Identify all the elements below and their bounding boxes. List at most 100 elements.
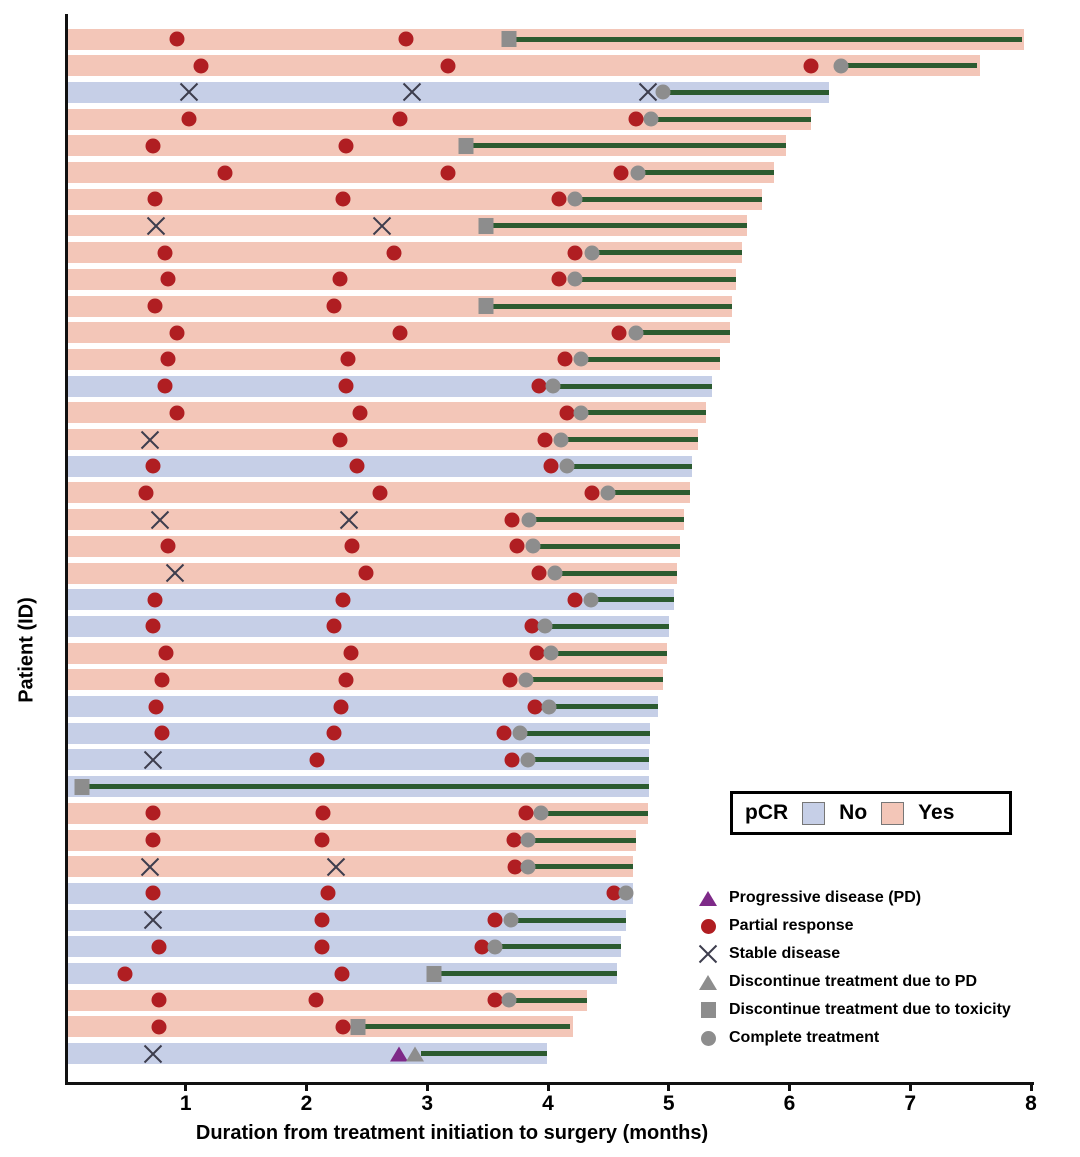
partial-response-marker [157,378,173,394]
partial-response-marker [386,245,402,261]
stable-disease-marker [166,563,185,583]
partial-response-marker [340,351,356,367]
complete-treatment-marker [545,378,561,394]
partial-response-marker [358,565,374,581]
partial-response-marker [147,298,163,314]
partial-response-marker [372,485,388,501]
pcr-legend-box: pCR No Yes [730,791,1012,835]
complete-treatment-marker [559,458,575,474]
complete-treatment-marker [618,885,634,901]
x-tick [425,1082,429,1091]
partial-response-marker [606,885,622,901]
complete-treatment-marker [518,672,534,688]
post-treatment-line [566,463,693,469]
partial-response-marker [559,405,575,421]
legend-icon [696,888,720,908]
complete-treatment-marker [501,992,517,1008]
progressive-disease-marker [699,890,717,906]
partial-response-marker [524,618,540,634]
post-treatment-line [82,784,649,790]
complete-treatment-marker [503,912,519,928]
post-treatment-line [508,997,588,1003]
pcr-no-swatch [802,801,826,825]
partial-response-marker [613,165,629,180]
partial-response-marker [338,672,354,688]
discontinue-toxicity-marker [426,965,442,982]
legend-label: Discontinue treatment due to toxicity [729,1001,1011,1018]
complete-treatment-marker [520,752,536,768]
post-treatment-line [575,196,763,202]
partial-response-marker [527,699,543,714]
post-treatment-line [529,517,684,523]
pcr-yes-label: Yes [918,801,955,824]
patient-bar [68,455,693,477]
complete-treatment-marker [630,165,646,180]
partial-response-marker [314,832,330,848]
partial-response-marker [145,138,161,154]
partial-response-marker [145,458,161,474]
legend-label: Progressive disease (PD) [729,889,922,906]
patient-bar [68,295,733,317]
post-treatment-line [485,223,747,229]
partial-response-marker [334,966,350,981]
x-tick-label: 7 [904,1092,917,1115]
partial-response-marker [504,512,520,528]
post-treatment-line [575,276,736,282]
partial-response-marker [543,458,559,474]
patient-bar [68,909,626,931]
partial-response-marker [392,111,408,127]
post-treatment-line [554,570,677,576]
complete-treatment-marker [573,351,589,367]
partial-response-marker [567,592,583,608]
complete-treatment-marker [643,111,659,127]
post-treatment-line [528,757,649,763]
patient-bar [68,55,980,77]
patient-bar [68,135,787,157]
discontinue-toxicity-marker [458,137,474,154]
patient-bar [68,162,775,183]
legend-item: Complete treatment [696,1024,1011,1052]
partial-response-marker [145,805,161,821]
patient-bar [68,1016,573,1038]
partial-response-marker [217,165,233,180]
partial-response-marker [338,138,354,154]
complete-treatment-marker [541,699,557,714]
partial-response-marker [557,351,573,367]
patient-bar [68,882,634,904]
post-treatment-line [485,303,733,309]
complete-treatment-marker [583,592,599,608]
stable-disease-marker [143,910,162,930]
post-treatment-line [508,36,1022,42]
pcr-yes-swatch [881,801,905,825]
legend-label: Complete treatment [729,1029,880,1046]
discontinue-pd-marker [405,1046,424,1062]
x-tick [184,1082,188,1091]
x-tick [667,1082,671,1091]
progressive-disease-marker [389,1046,408,1062]
partial-response-marker [160,538,176,554]
partial-response-marker [160,271,176,287]
post-treatment-line [560,437,699,442]
post-treatment-line [466,143,787,149]
legend-item: Partial response [696,912,1011,940]
partial-response-marker [335,191,351,207]
partial-response-marker [169,325,185,341]
patient-bar [68,829,636,851]
partial-response-marker [487,992,503,1008]
pcr-no-label: No [839,801,868,824]
partial-response-marker [320,885,336,901]
x-tick-label: 3 [421,1092,434,1115]
partial-response-marker [338,378,354,394]
patient-bar [68,108,811,130]
partial-response-marker [537,432,553,447]
partial-response-marker [117,966,133,981]
post-treatment-line [548,704,659,709]
stable-disease-marker [146,216,166,236]
partial-response-marker [502,672,518,688]
discontinue-toxicity-marker [74,778,90,795]
partial-response-marker [314,912,330,928]
x-tick [788,1082,791,1091]
stable-disease-marker [150,510,169,529]
patient-bar [68,615,670,637]
